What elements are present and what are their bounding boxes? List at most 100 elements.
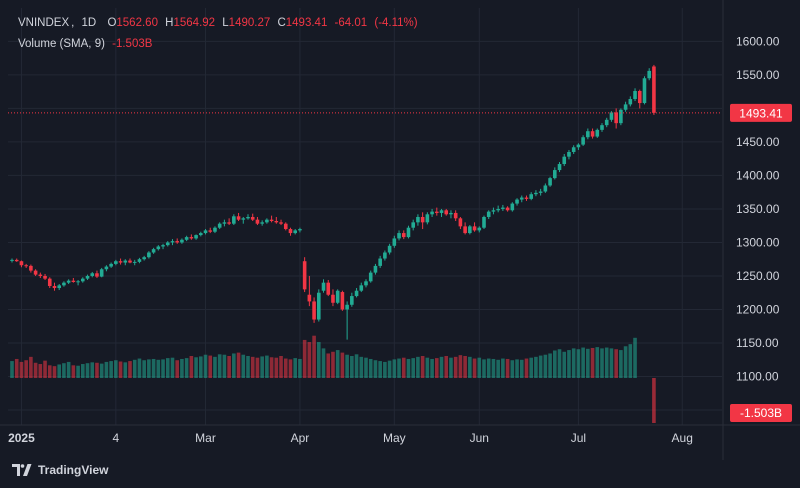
- volume-bar: [420, 356, 425, 378]
- volume-bar: [623, 346, 628, 378]
- volume-bar: [496, 359, 500, 378]
- candle-body: [312, 301, 316, 320]
- volume-bar: [175, 360, 179, 378]
- candle-body: [293, 230, 297, 234]
- tradingview-logo[interactable]: TradingView: [12, 463, 108, 477]
- volume-bar: [288, 359, 293, 378]
- volume-bars: [10, 335, 656, 423]
- candle-body: [411, 222, 415, 228]
- volume-bar: [392, 359, 397, 378]
- candle-body: [184, 237, 189, 240]
- candle-body: [66, 280, 71, 283]
- volume-bar: [628, 344, 633, 378]
- candle-body: [255, 219, 260, 224]
- volume-bar: [557, 349, 562, 378]
- volume-bar: [562, 351, 567, 378]
- candle-body: [38, 274, 43, 276]
- candle-body: [354, 290, 359, 297]
- candle-body: [505, 207, 510, 211]
- volume-bar: [246, 356, 250, 378]
- volume-bar: [482, 359, 486, 378]
- candle-body: [99, 269, 104, 277]
- y-tick-label: 1300.00: [736, 235, 780, 249]
- volume-bar: [345, 354, 349, 378]
- candle-body: [331, 294, 335, 303]
- volume-bar: [331, 351, 335, 378]
- volume-bar: [19, 361, 24, 378]
- candle-body: [458, 218, 463, 227]
- y-tick-label: 1400.00: [736, 168, 780, 182]
- y-tick-label: 1200.00: [736, 302, 780, 316]
- candle-body: [279, 222, 283, 224]
- volume-bar: [326, 353, 331, 378]
- candle-body: [203, 230, 208, 234]
- candle-body: [604, 119, 609, 126]
- candle-body: [482, 216, 486, 228]
- volume-bar: [524, 358, 529, 378]
- candle-body: [90, 273, 95, 276]
- volume-bar: [147, 359, 151, 378]
- volume-bar: [302, 339, 307, 378]
- volume-bar: [401, 357, 406, 378]
- candle-body: [62, 282, 66, 286]
- candle-body: [156, 246, 161, 250]
- candle-body: [175, 241, 179, 243]
- volume-bar: [378, 361, 382, 378]
- volume-bar: [307, 342, 312, 378]
- candle-body: [33, 270, 38, 275]
- volume-bar: [279, 356, 283, 378]
- last-price-label: 1493.41: [739, 106, 783, 120]
- volume-bar: [397, 358, 401, 378]
- high-label: H: [165, 17, 174, 29]
- volume-bar: [538, 355, 543, 378]
- volume-bar: [293, 358, 297, 378]
- candle-body: [222, 222, 227, 224]
- candle-body: [123, 260, 128, 263]
- volume-bar: [590, 347, 595, 378]
- volume-bar: [317, 342, 321, 378]
- candle-body: [623, 104, 628, 110]
- candle-body: [425, 214, 430, 223]
- volume-bar: [165, 358, 170, 378]
- tradingview-icon: [12, 464, 32, 476]
- interval[interactable]: 1D: [81, 17, 97, 29]
- y-tick-label: 1150.00: [736, 336, 779, 350]
- volume-bar: [453, 356, 458, 378]
- y-tick-label: 1350.00: [736, 202, 780, 216]
- volume-bar: [43, 360, 47, 378]
- volume-bar: [571, 348, 576, 378]
- volume-bar: [335, 350, 340, 378]
- volume-bar: [71, 365, 76, 378]
- candle-body: [453, 212, 458, 219]
- volume-bar: [449, 357, 453, 378]
- volume-indicator-label[interactable]: Volume (SMA, 9): [18, 38, 105, 50]
- volume-bar: [425, 357, 430, 378]
- symbol-name[interactable]: VNINDEX: [18, 17, 70, 29]
- candle-body: [463, 226, 467, 234]
- volume-bar: [439, 356, 444, 378]
- volume-bar: [241, 354, 246, 378]
- candle-body: [57, 285, 61, 289]
- candle-body: [633, 90, 637, 100]
- candle-body: [208, 230, 213, 232]
- candle-body: [14, 259, 19, 262]
- candle-body: [510, 203, 515, 211]
- price-chart[interactable]: 1600.001550.001500.001450.001400.001350.…: [0, 0, 800, 460]
- candle-body: [194, 235, 198, 239]
- candle-body: [637, 90, 642, 104]
- volume-bar: [567, 350, 571, 378]
- volume-bar: [14, 358, 19, 378]
- volume-bar: [368, 358, 373, 378]
- candle-body: [543, 185, 548, 192]
- volume-bar: [33, 362, 38, 378]
- candle-body: [95, 273, 99, 277]
- candle-body: [501, 207, 505, 209]
- volume-bar-last: [652, 378, 656, 423]
- candle-body: [406, 227, 411, 238]
- volume-bar: [586, 348, 590, 378]
- x-tick-label: Mar: [195, 431, 216, 445]
- open-value: 1562.60: [116, 17, 158, 29]
- candle-body: [307, 294, 312, 302]
- volume-bar: [52, 366, 57, 378]
- volume-bar: [269, 357, 274, 378]
